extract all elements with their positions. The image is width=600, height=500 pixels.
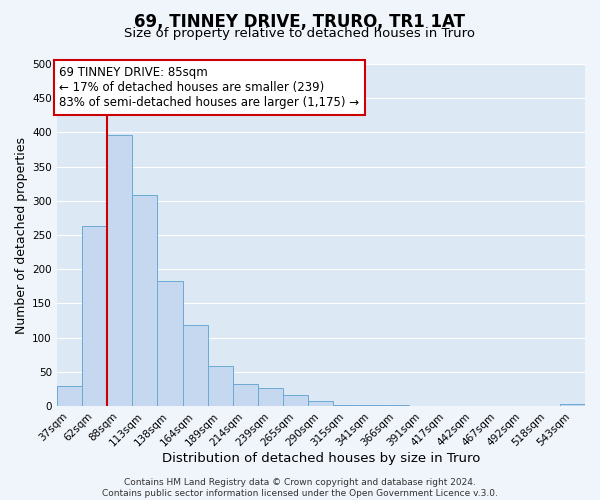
Bar [107,135,132,406]
Bar [308,402,334,406]
X-axis label: Distribution of detached houses by size in Truro: Distribution of detached houses by size … [162,452,480,465]
Bar [560,404,585,406]
Bar [57,386,82,406]
Text: Contains HM Land Registry data © Crown copyright and database right 2024.
Contai: Contains HM Land Registry data © Crown c… [102,478,498,498]
Bar [233,384,258,406]
Text: 69, TINNEY DRIVE, TRURO, TR1 1AT: 69, TINNEY DRIVE, TRURO, TR1 1AT [134,12,466,30]
Bar [157,281,182,406]
Text: Size of property relative to detached houses in Truro: Size of property relative to detached ho… [125,28,476,40]
Bar [283,395,308,406]
Bar [258,388,283,406]
Bar [208,366,233,406]
Text: 69 TINNEY DRIVE: 85sqm
← 17% of detached houses are smaller (239)
83% of semi-de: 69 TINNEY DRIVE: 85sqm ← 17% of detached… [59,66,359,108]
Bar [182,326,208,406]
Bar [82,226,107,406]
Y-axis label: Number of detached properties: Number of detached properties [15,136,28,334]
Bar [132,196,157,406]
Bar [334,404,359,406]
